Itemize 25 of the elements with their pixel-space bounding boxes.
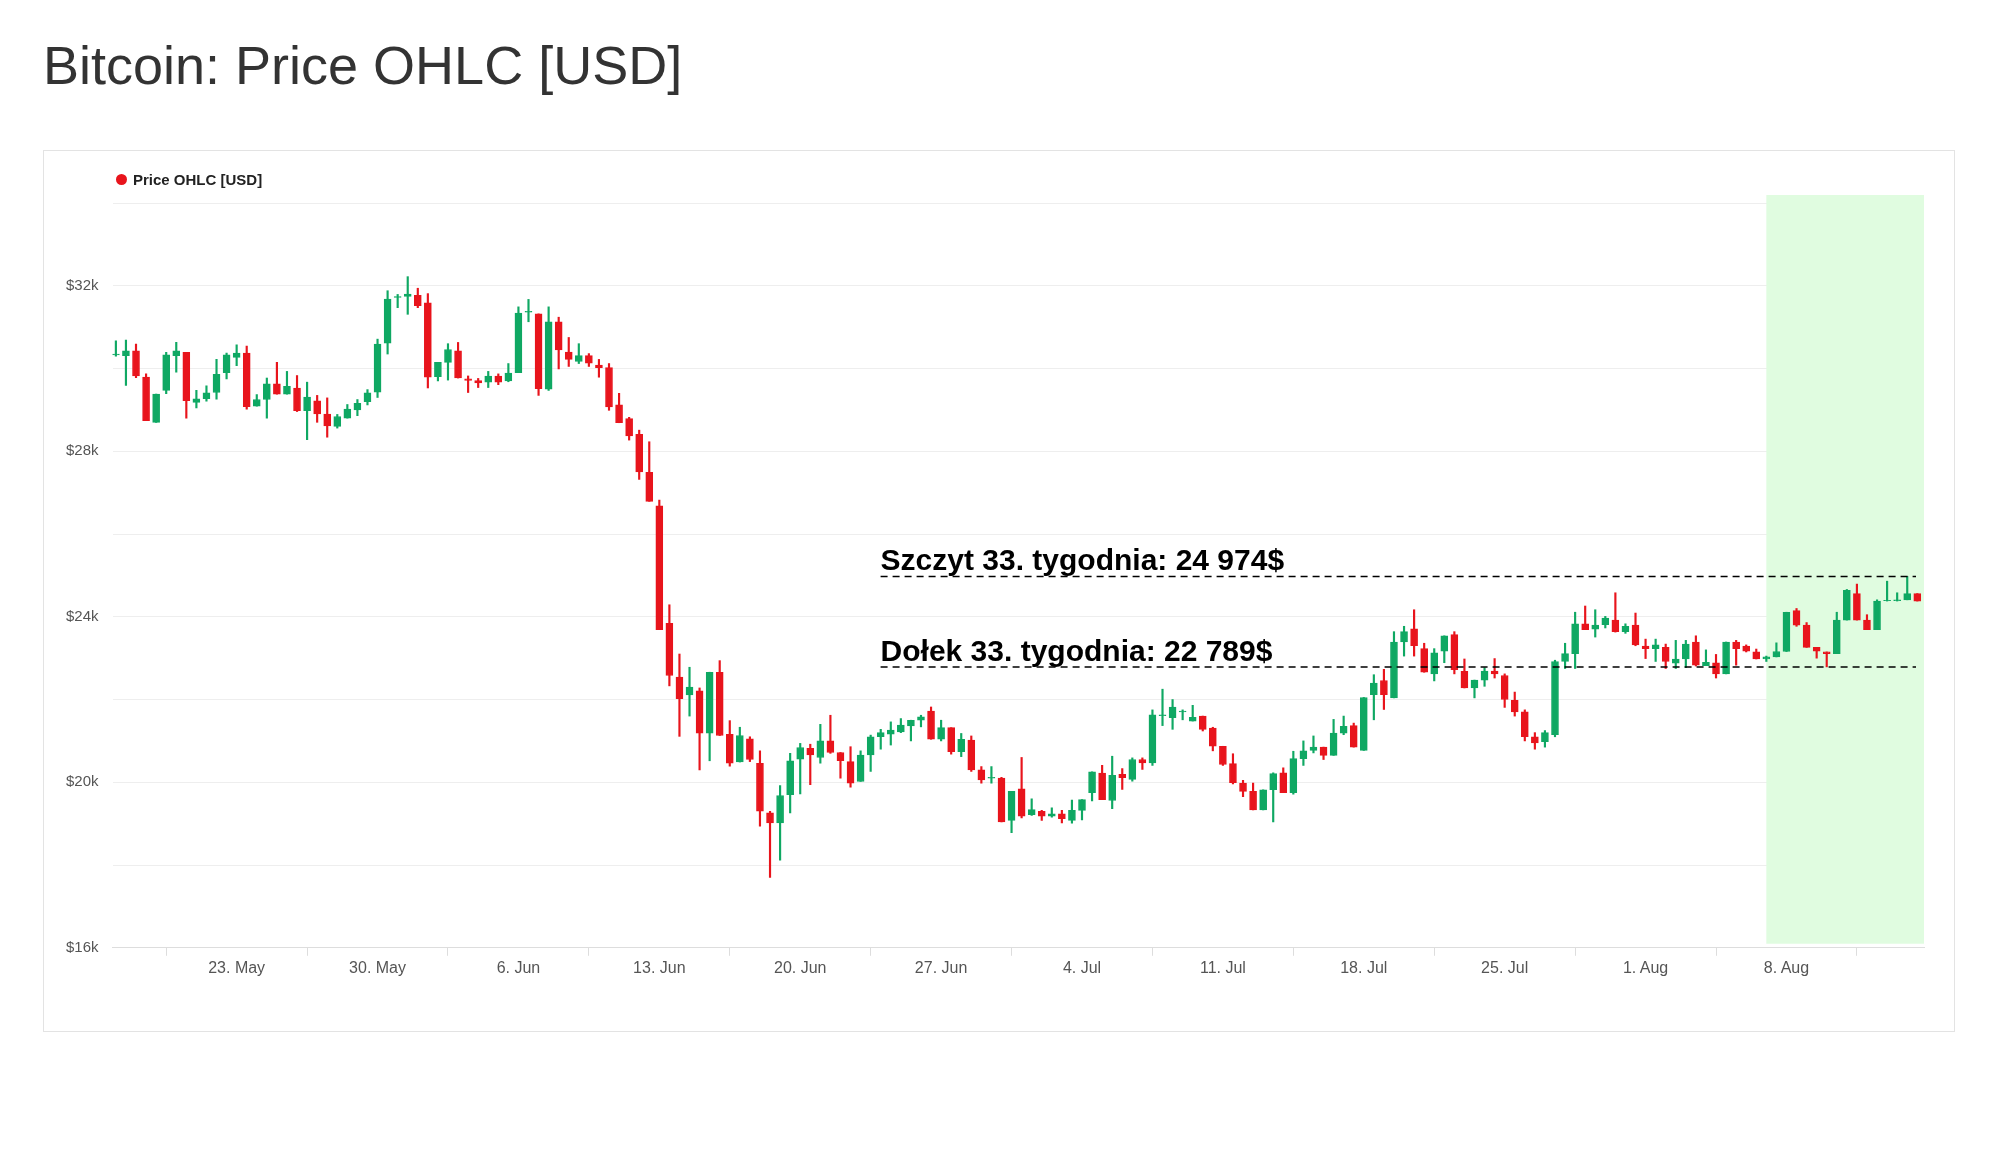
x-tick-label: 23. May — [208, 958, 266, 976]
y-tick-label: $24k — [66, 606, 100, 624]
x-tick-label: 4. Jul — [1062, 958, 1102, 976]
x-tick-label: 13. Jun — [633, 958, 686, 976]
candlestick — [1309, 735, 1318, 754]
candlestick — [524, 299, 533, 323]
x-tick-label: 20. Jun — [773, 958, 827, 976]
x-tick-label: 6. Jun — [496, 958, 541, 976]
x-tick-label: 18. Jul — [1340, 958, 1388, 976]
y-tick-label: $28k — [66, 441, 100, 459]
y-tick-label: $16k — [66, 937, 100, 955]
x-tick-label: 8. Aug — [1763, 958, 1810, 976]
ref-line-label: Szczyt 33. tygodnia: 24 974$ — [880, 543, 1285, 577]
x-tick-label: 11. Jul — [1199, 958, 1246, 976]
x-tick-label: 25. Jul — [1481, 958, 1529, 976]
x-tick-label: 30. May — [349, 958, 406, 976]
legend-label: Price OHLC [USD] — [133, 171, 263, 188]
ref-line-label: Dołek 33. tygodnia: 22 789$ — [880, 633, 1273, 667]
candlestick — [987, 766, 996, 784]
chart-title: Bitcoin: Price OHLC [USD] — [43, 34, 684, 96]
x-tick-label: 27. Jun — [914, 958, 968, 976]
candlestick — [1158, 688, 1167, 726]
y-tick-label: $20k — [66, 772, 100, 790]
y-tick-label: $32k — [66, 275, 100, 293]
x-tick-label: 1. Aug — [1622, 958, 1669, 976]
